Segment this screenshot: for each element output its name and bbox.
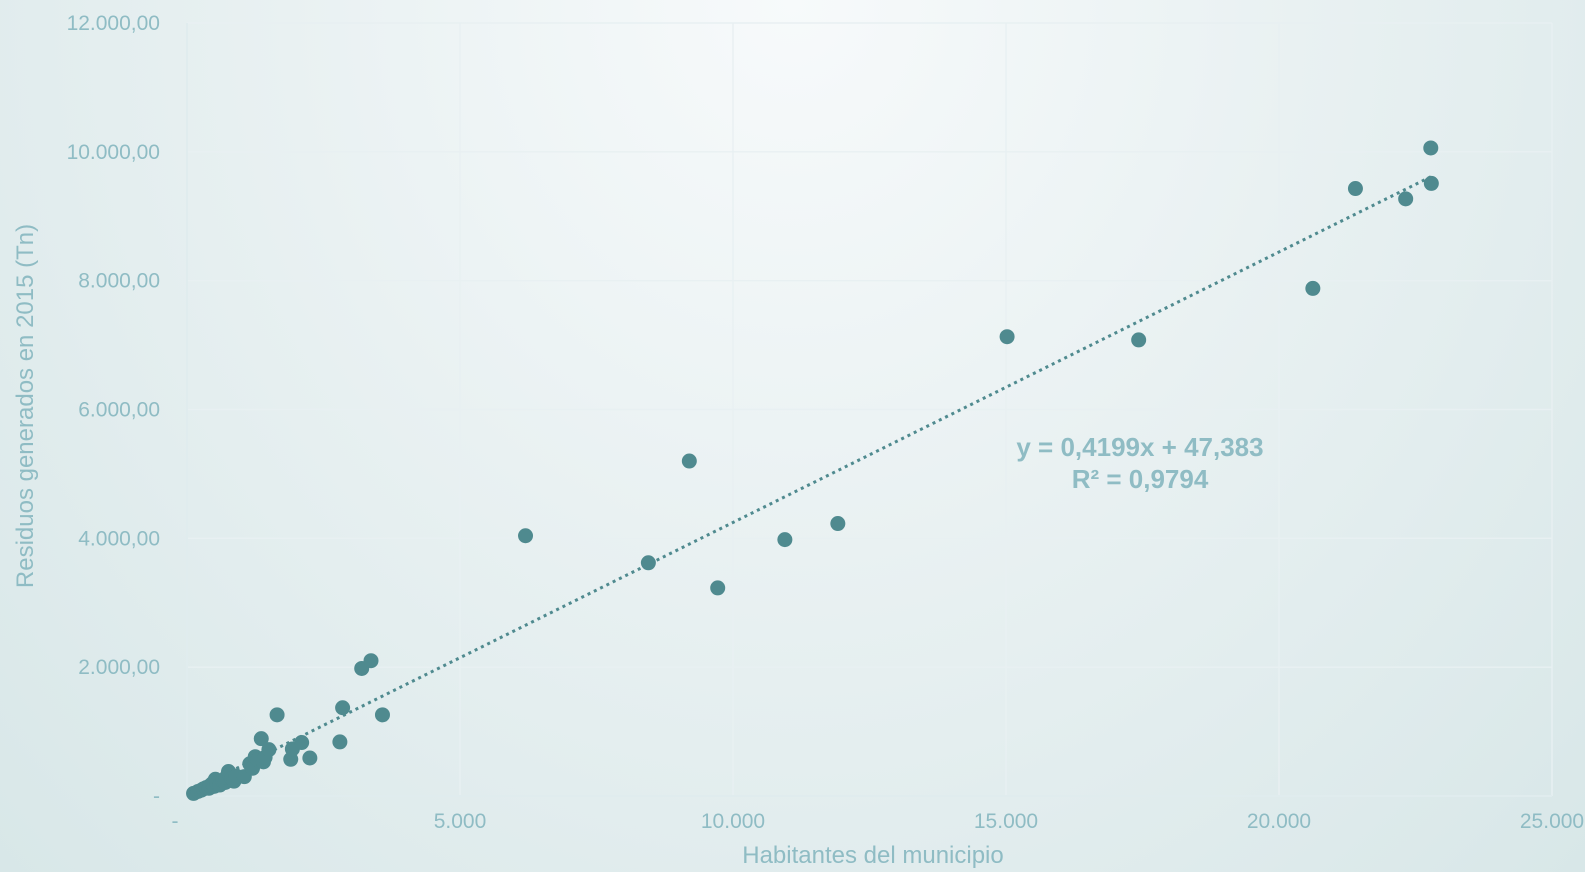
data-point [1305,280,1321,296]
data-point [999,329,1015,345]
trendline-layer [191,174,1433,792]
data-point [294,735,310,751]
x-tick-label: 5.000 [434,810,487,833]
trendline-r-squared: R² = 0,9794 [1072,464,1209,494]
x-axis-title: Habitantes del municipio [742,842,1003,869]
y-axis-title: Residuos generados en 2015 (Tn) [12,224,39,588]
data-point [830,516,846,532]
data-points [186,140,1439,801]
y-tick-label: 12.000,00 [67,12,160,35]
x-tick-label: 10.000 [701,810,765,833]
y-tick-label: - [153,785,160,808]
data-point [1423,175,1439,191]
axes [186,23,1552,797]
data-point [518,528,534,544]
y-tick-label: 2.000,00 [78,656,160,679]
data-point [269,707,285,723]
data-point [253,731,269,747]
data-point [710,580,726,596]
data-point [640,555,656,571]
data-point [1423,140,1439,156]
trendline-equation: y = 0,4199x + 47,383 [1016,432,1263,462]
data-point [363,653,379,669]
data-point [1398,191,1414,207]
y-tick-label: 6.000,00 [78,399,160,422]
y-tick-label: 8.000,00 [78,270,160,293]
data-point [1131,332,1147,348]
x-tick-label: 25.000 [1520,810,1584,833]
data-point [1347,181,1363,197]
data-point [335,700,351,716]
data-point [302,750,318,766]
x-tick-label: 15.000 [974,810,1038,833]
data-point [374,707,390,723]
x-tick-label: 20.000 [1247,810,1311,833]
data-point [681,453,697,469]
y-tick-label: 10.000,00 [67,141,160,164]
x-tick-label: - [172,810,179,833]
trendline [191,174,1433,792]
data-point [261,742,277,758]
grid [187,22,1553,796]
data-point [777,532,793,548]
y-tick-label: 4.000,00 [78,527,160,550]
tick-labels: - 2.000,00 4.000,00 6.000,00 8.000,00 10.000,… [67,12,1585,833]
data-point [332,734,348,750]
